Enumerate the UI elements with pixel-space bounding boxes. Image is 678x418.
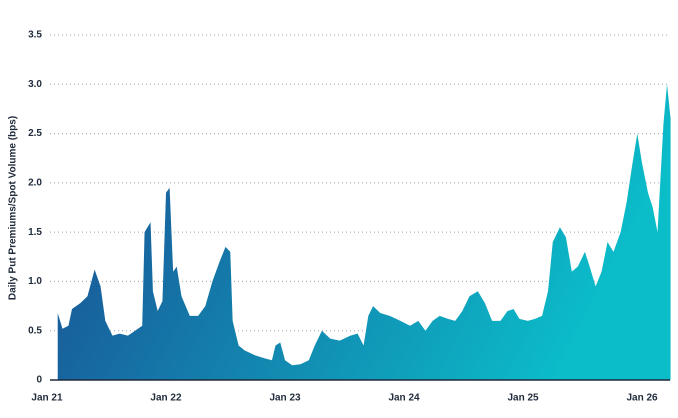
- y-tick-label: 0: [36, 375, 42, 386]
- y-tick-label: 2.5: [28, 128, 42, 139]
- y-tick-label: 3.0: [28, 79, 42, 90]
- x-tick-label: Jan 23: [269, 393, 301, 404]
- y-tick-label: 0.5: [28, 325, 42, 336]
- y-tick-label: 1.5: [28, 227, 42, 238]
- x-tick-label: Jan 26: [626, 393, 658, 404]
- x-tick-label: Jan 22: [150, 393, 182, 404]
- x-tick-label: Jan 21: [31, 393, 63, 404]
- y-tick-label: 1.0: [28, 276, 42, 287]
- y-tick-label: 3.5: [28, 30, 42, 41]
- x-tick-label: Jan 25: [507, 393, 539, 404]
- y-axis-label: Daily Put Premiums/Spot Volume (bps): [8, 116, 19, 300]
- area: [57, 84, 671, 381]
- x-tick-label: Jan 24: [388, 393, 420, 404]
- y-tick-label: 2.0: [28, 177, 42, 188]
